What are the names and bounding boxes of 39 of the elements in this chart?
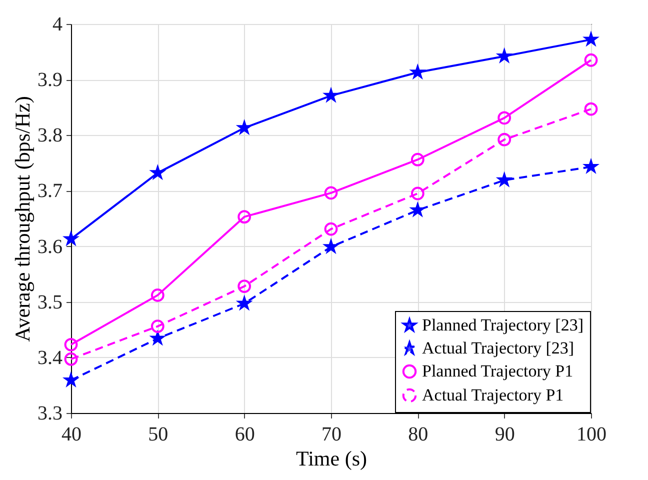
point [64, 352, 78, 366]
point [238, 296, 251, 310]
point [238, 210, 252, 224]
point [150, 320, 164, 333]
point [411, 203, 424, 216]
point [584, 102, 598, 116]
x-tick-label: 90 [494, 424, 515, 446]
x-axis-title: Time (s) [296, 446, 367, 470]
point [498, 132, 512, 146]
point [498, 173, 511, 186]
x-tick-label: 50 [148, 424, 168, 446]
x-tick-label: 70 [322, 424, 342, 446]
y-tick-label: 3.3 [38, 402, 62, 424]
point [151, 332, 164, 344]
y-tick-label: 3.4 [38, 346, 62, 369]
point [238, 280, 252, 293]
point [324, 186, 338, 200]
y-tick-label: 3.9 [38, 69, 62, 92]
legend-label: Actual Trajectory [23] [422, 338, 574, 358]
legend-label: Actual Trajectory P1 [422, 386, 564, 404]
y-tick-label: 3.7 [38, 180, 62, 202]
point [498, 111, 512, 125]
y-tick-label: 3.6 [38, 236, 62, 258]
x-tick-label: 100 [576, 424, 606, 446]
legend-label: Planned Trajectory P1 [422, 362, 574, 380]
point [584, 53, 598, 67]
legend-label: Planned Trajectory [23] [422, 316, 584, 334]
point [410, 186, 424, 200]
y-tick-label: 3.5 [38, 291, 62, 314]
x-tick-label: 80 [408, 424, 428, 446]
point [410, 152, 424, 166]
point [150, 288, 164, 302]
x-tick-label: 40 [62, 424, 82, 446]
y-tick-label: 3.8 [38, 124, 62, 147]
y-tick-label: 4 [52, 14, 62, 36]
point [64, 338, 78, 352]
y-axis-title: Average throughput (bps/Hz) [10, 96, 34, 342]
point [324, 222, 338, 236]
x-tick-label: 60 [234, 424, 255, 446]
